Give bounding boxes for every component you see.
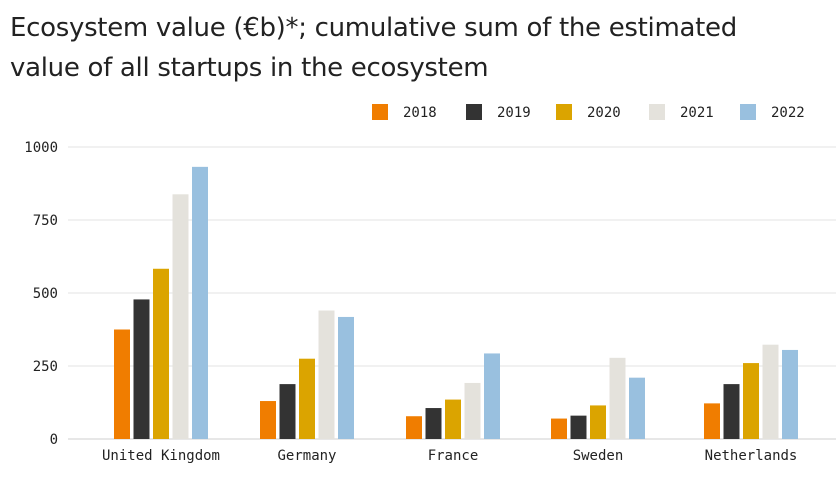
bar-2018: [551, 418, 567, 439]
bar-2022: [484, 353, 500, 439]
x-category-label: Sweden: [573, 448, 624, 464]
legend-label: 2019: [497, 105, 531, 121]
bar-2020: [590, 405, 606, 439]
bar-2019: [723, 384, 740, 439]
x-category-label: Netherlands: [705, 448, 798, 464]
legend-swatch: [649, 104, 665, 120]
bar-2021: [464, 382, 481, 439]
bar-2022: [782, 349, 798, 439]
bar-2018: [114, 329, 130, 439]
bar-2021: [762, 344, 779, 439]
legend-label: 2022: [771, 105, 805, 121]
bars: [114, 166, 798, 439]
y-tick-label: 750: [33, 213, 58, 229]
bar-2021: [318, 310, 335, 439]
y-tick-label: 0: [50, 432, 58, 448]
legend-label: 2021: [680, 105, 714, 121]
bar-2021: [172, 194, 189, 439]
legend-swatch: [466, 104, 482, 120]
bar-2022: [629, 377, 645, 439]
bar-2020: [299, 358, 315, 439]
bar-2019: [279, 384, 296, 439]
x-category-label: United Kingdom: [102, 448, 220, 464]
bar-2019: [133, 299, 150, 439]
bar-2022: [338, 316, 354, 439]
chart-title: Ecosystem value (€b)*; cumulative sum of…: [10, 13, 737, 83]
bar-2019: [570, 415, 587, 439]
legend-swatch: [740, 104, 756, 120]
bar-2020: [743, 363, 759, 439]
x-category-label: France: [428, 448, 479, 464]
x-axis-categories: United Kingdom Germany France Sweden Netherl…: [102, 448, 797, 464]
legend-swatch: [556, 104, 572, 120]
bar-2020: [445, 399, 461, 439]
y-tick-label: 500: [33, 286, 58, 302]
legend: 2018 2019 2020 2021 2022: [372, 104, 805, 121]
bar-2019: [425, 408, 442, 439]
bar-2018: [704, 403, 720, 439]
bar-2020: [153, 268, 169, 439]
legend-label: 2018: [403, 105, 437, 121]
bar-2018: [406, 416, 422, 439]
y-tick-label: 1000: [24, 140, 58, 156]
bar-2018: [260, 401, 276, 439]
legend-label: 2020: [587, 105, 621, 121]
x-category-label: Germany: [277, 448, 336, 464]
bar-2021: [609, 357, 626, 439]
legend-swatch: [372, 104, 388, 120]
y-axis-ticks: 0 250 500 750 1000: [24, 140, 58, 448]
bar-2022: [192, 166, 208, 439]
y-tick-label: 250: [33, 359, 58, 375]
